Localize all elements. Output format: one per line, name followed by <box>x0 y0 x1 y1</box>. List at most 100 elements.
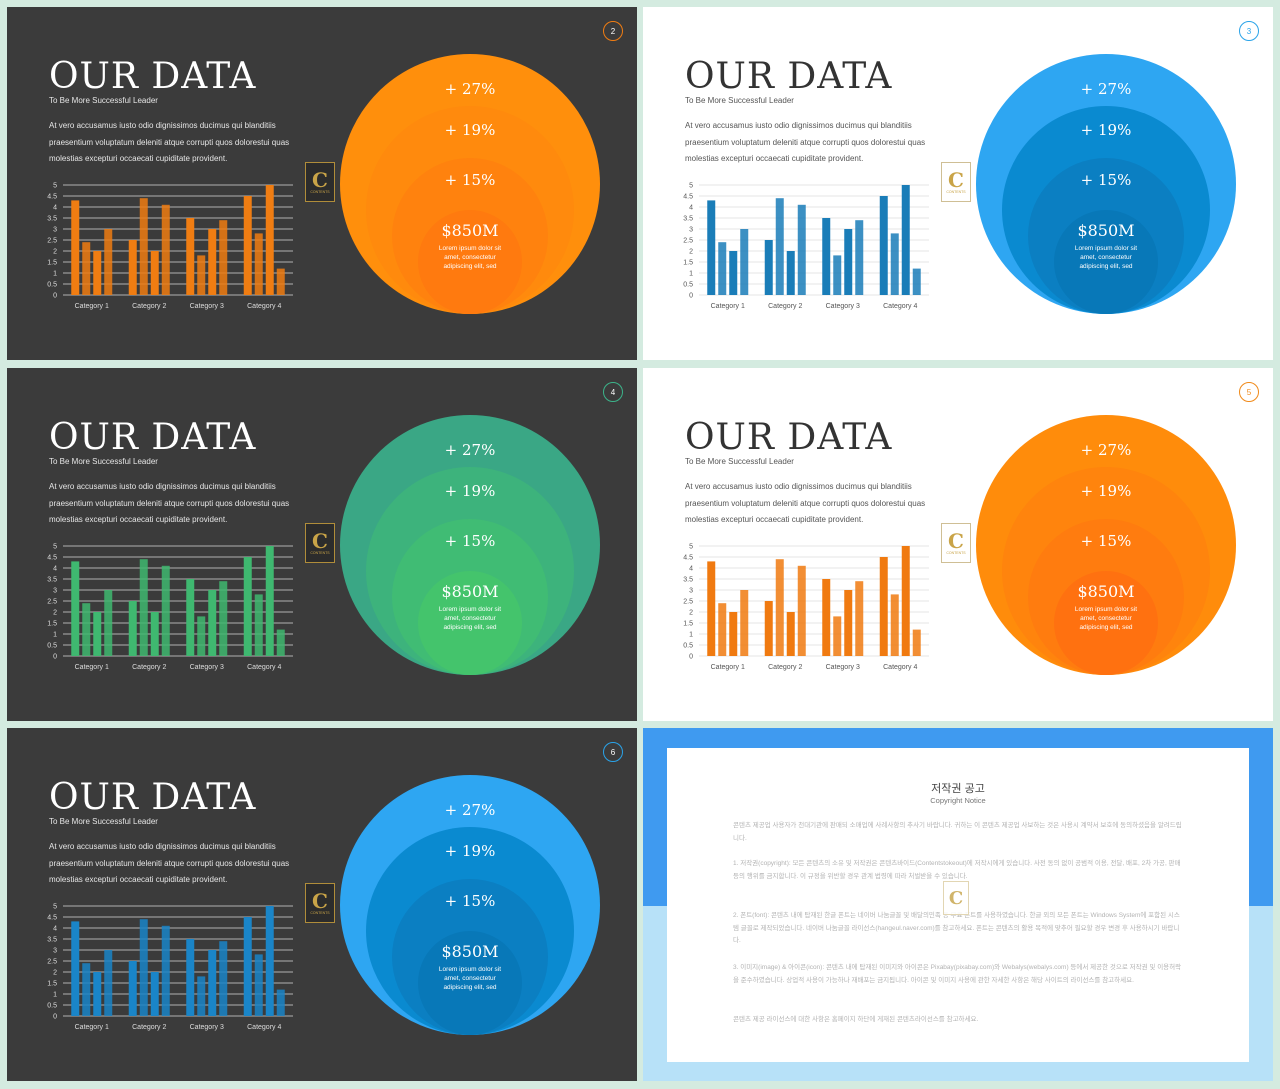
copyright-logo: C <box>943 881 969 915</box>
y-tick-label: 2.5 <box>683 238 693 245</box>
contents-logo: C CONTENTS <box>305 162 335 202</box>
bar-1-3 <box>93 251 102 295</box>
x-category-label: Category 2 <box>132 303 166 310</box>
y-tick-label: 3 <box>53 948 57 955</box>
y-tick-label: 5 <box>53 544 57 551</box>
bar-4-1 <box>879 196 888 295</box>
growth-27-label: + 27% <box>444 441 496 459</box>
y-tick-label: 2 <box>53 249 57 256</box>
copyright-slide[interactable]: 저작권 공고 Copyright Notice 콘텐츠 제공업 사용자가 천대기… <box>643 728 1273 1081</box>
page-number-badge: 2 <box>603 21 623 41</box>
x-category-label: Category 2 <box>768 303 802 310</box>
bar-4-3 <box>901 185 910 295</box>
bar-3-3 <box>208 229 217 295</box>
slide-title: OUR DATA <box>49 56 257 97</box>
data-slide-2[interactable]: 2 OUR DATA To Be More Successful Leader … <box>7 7 637 360</box>
logo-letter: C <box>312 888 328 913</box>
y-tick-label: 4 <box>53 926 57 933</box>
contents-logo: C CONTENTS <box>941 162 971 202</box>
y-tick-label: 0 <box>53 1014 57 1021</box>
logo-text: CONTENTS <box>946 550 966 555</box>
bar-3-3 <box>208 590 217 656</box>
bar-4-1 <box>243 196 252 295</box>
growth-15-label: + 15% <box>444 892 496 910</box>
growth-19-label: + 19% <box>444 121 496 139</box>
amount-description: Lorem ipsum dolor sit amet, consectetur … <box>438 245 502 270</box>
contents-logo: C CONTENTS <box>305 523 335 563</box>
bar-2-2 <box>139 919 148 1016</box>
data-slide-6[interactable]: 6 OUR DATA To Be More Successful Leader … <box>7 728 637 1081</box>
data-slide-4[interactable]: 4 OUR DATA To Be More Successful Leader … <box>7 368 637 721</box>
y-tick-label: 0 <box>689 654 693 661</box>
bar-2-1 <box>764 601 773 656</box>
x-category-label: Category 4 <box>883 664 917 671</box>
y-tick-label: 3.5 <box>683 216 693 223</box>
copyright-item-1: 1. 저작권(copyright): 모든 콘텐츠의 소유 및 저작권은 콘텐츠… <box>733 860 1181 880</box>
y-tick-label: 2.5 <box>47 959 57 966</box>
inner-amount-circle: $850M Lorem ipsum dolor sit amet, consec… <box>418 210 522 314</box>
bar-3-3 <box>208 950 217 1016</box>
y-tick-label: 4 <box>53 205 57 212</box>
slide-subtitle: To Be More Successful Leader <box>49 817 158 826</box>
slide-body-text: At vero accusamus iusto odio dignissimos… <box>685 121 926 163</box>
x-category-label: Category 2 <box>768 664 802 671</box>
data-slide-5[interactable]: 5 OUR DATA To Be More Successful Leader … <box>643 368 1273 721</box>
y-tick-label: 0.5 <box>47 643 57 650</box>
contents-logo: C CONTENTS <box>305 883 335 923</box>
bar-2-4 <box>161 925 170 1016</box>
x-category-label: Category 3 <box>826 664 860 671</box>
bar-4-3 <box>265 546 274 656</box>
slide-body-text: At vero accusamus iusto odio dignissimos… <box>49 121 290 163</box>
y-tick-label: 1.5 <box>47 621 57 628</box>
copyright-logo-letter: C <box>948 887 964 909</box>
x-category-label: Category 1 <box>711 664 745 671</box>
logo-text: CONTENTS <box>310 550 330 555</box>
y-tick-label: 4.5 <box>47 915 57 922</box>
growth-27-label: + 27% <box>444 801 496 819</box>
bar-2-4 <box>797 565 806 656</box>
y-tick-label: 0 <box>689 293 693 300</box>
bar-4-2 <box>254 233 263 295</box>
x-category-label: Category 2 <box>132 664 166 671</box>
slide-subtitle: To Be More Successful Leader <box>49 96 158 105</box>
copyright-title: 저작권 공고 <box>931 783 985 795</box>
bar-4-3 <box>901 546 910 656</box>
amount-value: $850M <box>1077 582 1135 601</box>
amount-description: Lorem ipsum dolor sit amet, consectetur … <box>438 606 502 631</box>
y-tick-label: 3 <box>53 227 57 234</box>
bar-3-2 <box>833 255 842 295</box>
bar-2-4 <box>161 565 170 656</box>
bar-4-1 <box>879 557 888 656</box>
bar-1-3 <box>93 612 102 656</box>
y-tick-label: 4.5 <box>47 194 57 201</box>
amount-description: Lorem ipsum dolor sit amet, consectetur … <box>438 966 502 991</box>
slide-body-text: At vero accusamus iusto odio dignissimos… <box>49 482 290 524</box>
growth-15-label: + 15% <box>444 171 496 189</box>
x-category-label: Category 1 <box>711 303 745 310</box>
bar-1-4 <box>104 950 113 1016</box>
amount-description: Lorem ipsum dolor sit amet, consectetur … <box>1074 245 1138 270</box>
bar-1-1 <box>707 561 716 656</box>
bar-4-2 <box>254 594 263 656</box>
bar-3-4 <box>219 220 228 295</box>
bar-2-2 <box>139 559 148 656</box>
bar-3-4 <box>219 581 228 656</box>
x-category-label: Category 3 <box>190 303 224 310</box>
y-tick-label: 1.5 <box>47 260 57 267</box>
y-tick-label: 0 <box>53 654 57 661</box>
logo-letter: C <box>948 528 964 553</box>
bar-chart: 0 0.5 1 1.5 2 2.5 3 3.5 4 4.5 5 Category 1 Category … <box>683 183 929 310</box>
page-number-badge: 3 <box>1239 21 1259 41</box>
bar-4-2 <box>890 594 899 656</box>
bar-3-3 <box>844 229 853 295</box>
bar-2-3 <box>150 251 159 295</box>
y-tick-label: 1.5 <box>683 260 693 267</box>
bar-3-2 <box>833 616 842 656</box>
y-tick-label: 3.5 <box>47 216 57 223</box>
bar-3-4 <box>855 581 864 656</box>
bar-4-1 <box>243 917 252 1016</box>
y-tick-label: 4 <box>689 205 693 212</box>
amount-value: $850M <box>441 582 499 601</box>
bar-3-2 <box>197 255 206 295</box>
data-slide-3[interactable]: 3 OUR DATA To Be More Successful Leader … <box>643 7 1273 360</box>
